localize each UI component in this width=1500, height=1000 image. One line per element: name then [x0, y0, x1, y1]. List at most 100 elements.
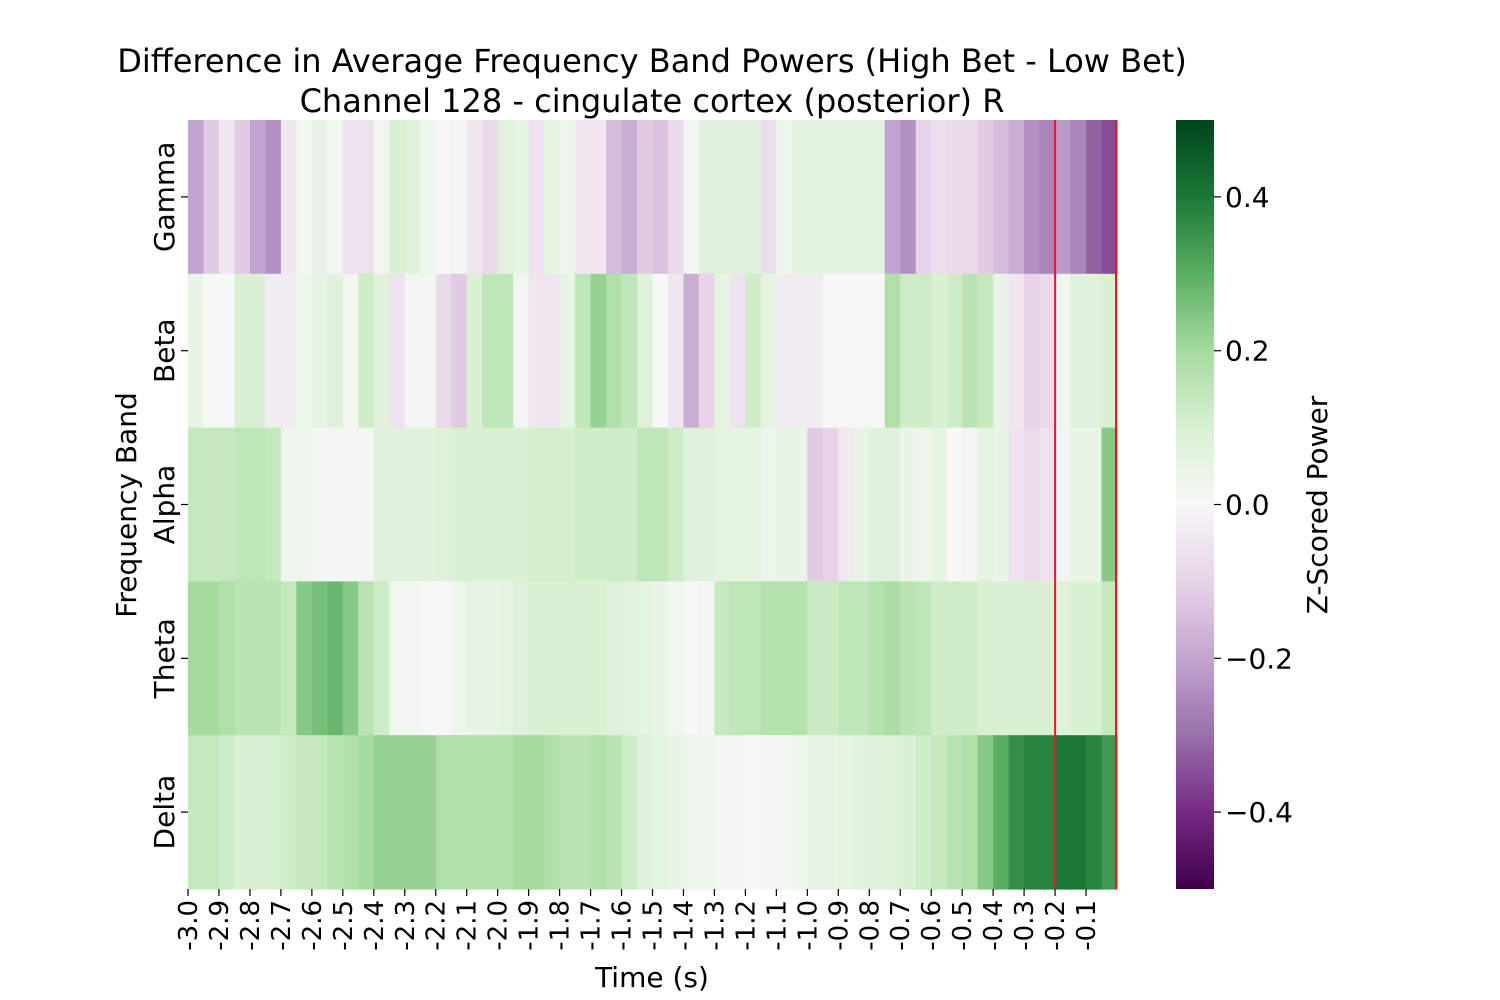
- heatmap-cell: [280, 735, 297, 890]
- heatmap-cell: [404, 120, 421, 275]
- heatmap-cell: [822, 273, 839, 429]
- heatmap-cell: [606, 581, 623, 736]
- x-tick-label: -2.9: [205, 900, 235, 951]
- heatmap-cell: [637, 120, 654, 275]
- heatmap-cell: [977, 735, 994, 890]
- heatmap-cell: [931, 581, 948, 736]
- heatmap-cell: [544, 273, 561, 429]
- heatmap-cell: [993, 427, 1010, 582]
- heatmap-cell: [188, 427, 205, 582]
- heatmap-cell: [652, 427, 669, 582]
- heatmap-cell: [342, 581, 359, 736]
- heatmap-cell: [311, 581, 328, 736]
- heatmap-cell: [652, 581, 669, 736]
- heatmap-cell: [977, 581, 994, 736]
- x-tick-label: -3.0: [174, 900, 204, 951]
- heatmap-cell: [544, 427, 561, 582]
- heatmap-cell: [606, 120, 623, 275]
- heatmap-cell: [296, 735, 313, 890]
- x-tick-label: -1.1: [762, 900, 792, 951]
- heatmap-cell: [900, 735, 917, 890]
- heatmap-cell: [311, 735, 328, 890]
- heatmap-cell: [389, 427, 406, 582]
- heatmap-cell: [838, 273, 855, 429]
- heatmap-cell: [451, 427, 468, 582]
- heatmap-cell: [497, 427, 514, 582]
- x-tick-label: -2.0: [484, 900, 514, 951]
- heatmap-cell: [482, 581, 499, 736]
- heatmap-cell: [900, 581, 917, 736]
- heatmap-cell: [931, 120, 948, 275]
- heatmap-cell: [915, 735, 932, 890]
- heatmap-cell: [1101, 273, 1118, 429]
- colorbar-tick-label: 0.4: [1225, 181, 1270, 214]
- heatmap-cell: [188, 273, 205, 429]
- heatmap-cell: [404, 273, 421, 429]
- heatmap-cell: [652, 120, 669, 275]
- heatmap-cell: [188, 581, 205, 736]
- heatmap-cell: [528, 273, 545, 429]
- heatmap-cell: [900, 427, 917, 582]
- x-tick-label: -0.4: [979, 900, 1009, 951]
- heatmap-cell: [466, 735, 483, 890]
- heatmap-cell: [420, 427, 437, 582]
- heatmap-cell: [993, 735, 1010, 890]
- heatmap-cell: [652, 273, 669, 429]
- heatmap-cell: [667, 735, 685, 890]
- heatmap-cell: [884, 581, 901, 736]
- heatmap-cell: [420, 735, 437, 890]
- y-tick-label: Beta: [148, 318, 181, 383]
- x-tick-label: -1.4: [670, 900, 700, 951]
- x-tick-label: -1.9: [515, 900, 545, 951]
- heatmap-cell: [621, 735, 638, 890]
- heatmap-cell: [853, 581, 870, 736]
- heatmap-cell: [1008, 427, 1025, 582]
- heatmap-cell: [729, 581, 746, 736]
- heatmap-cell: [637, 427, 654, 582]
- heatmap-cell: [218, 120, 236, 275]
- heatmap-cell: [1024, 273, 1041, 429]
- x-tick-label: -0.6: [917, 900, 947, 951]
- heatmap-cell: [931, 273, 948, 429]
- heatmap-cell: [1070, 581, 1087, 736]
- heatmap-cell: [590, 273, 607, 429]
- heatmap-cell: [528, 735, 545, 890]
- heatmap-cell: [544, 120, 561, 275]
- heatmap-cell: [884, 120, 901, 275]
- heatmap-cell: [838, 581, 855, 736]
- colorbar-ticks: 0.4 0.2 0.0 −0.2 −0.4: [1214, 181, 1293, 829]
- colorbar-tick-label: −0.2: [1225, 642, 1293, 675]
- heatmap-cell: [807, 581, 824, 736]
- heatmap-cell: [853, 120, 870, 275]
- heatmap-cell: [931, 427, 948, 582]
- chart-subtitle: Channel 128 - cingulate cortex (posterio…: [300, 82, 1005, 120]
- heatmap-cell: [1024, 581, 1041, 736]
- heatmap-cell: [993, 581, 1010, 736]
- heatmap-cell: [683, 120, 700, 275]
- heatmap-cell: [1101, 427, 1118, 582]
- heatmap-cell: [869, 735, 886, 890]
- heatmap-cell: [373, 581, 390, 736]
- heatmap-cell: [513, 427, 530, 582]
- heatmap-cells: [188, 120, 1118, 890]
- heatmap-cell: [791, 120, 808, 275]
- heatmap-cell: [234, 427, 251, 582]
- y-tick-label: Alpha: [148, 465, 181, 545]
- heatmap-cell: [1086, 273, 1103, 429]
- heatmap-cell: [621, 120, 638, 275]
- x-tick-label: -1.8: [546, 900, 576, 951]
- heatmap-cell: [1086, 120, 1103, 275]
- heatmap-cell: [234, 273, 251, 429]
- heatmap-cell: [389, 735, 406, 890]
- heatmap-cell: [915, 581, 932, 736]
- x-tick-label: -1.5: [639, 900, 669, 951]
- x-tick-label: -0.8: [855, 900, 885, 951]
- heatmap-cell: [1055, 273, 1072, 429]
- heatmap-cell: [760, 273, 777, 429]
- heatmap-cell: [420, 581, 437, 736]
- heatmap-cell: [884, 427, 901, 582]
- x-tick-label: -0.9: [824, 900, 854, 951]
- heatmap-cell: [1101, 581, 1118, 736]
- heatmap-cell: [1008, 735, 1025, 890]
